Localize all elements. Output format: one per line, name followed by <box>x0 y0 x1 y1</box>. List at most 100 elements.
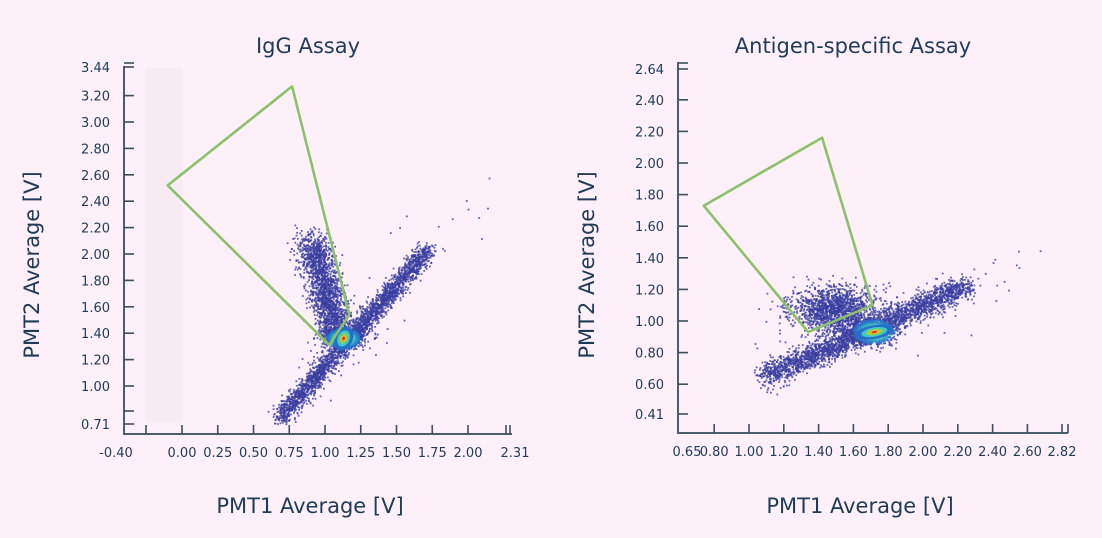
scatter-point <box>328 318 331 321</box>
scatter-point <box>330 320 333 323</box>
scatter-point <box>325 364 328 367</box>
scatter-point <box>388 283 391 285</box>
scatter-point <box>315 299 318 302</box>
scatter-point <box>330 312 333 315</box>
scatter-point <box>332 319 335 321</box>
scatter-point <box>296 412 299 415</box>
scatter-point <box>421 260 424 263</box>
scatter-point <box>362 328 365 331</box>
scatter-point <box>281 416 284 419</box>
scatter-point <box>343 304 346 307</box>
scatter-point <box>318 324 321 327</box>
scatter-point <box>316 303 318 306</box>
scatter-point <box>424 255 426 258</box>
scatter-point <box>279 417 282 419</box>
scatter-point <box>326 358 329 360</box>
scatter-point <box>365 312 368 314</box>
scatter-point <box>308 245 310 248</box>
scatter-point <box>371 313 374 315</box>
scatter-point <box>418 260 421 263</box>
scatter-point <box>293 412 295 414</box>
scatter-point <box>294 421 297 423</box>
scatter-point <box>387 302 390 305</box>
scatter-point <box>379 312 382 314</box>
scatter-point <box>371 328 373 330</box>
scatter-point <box>419 262 421 265</box>
scatter-point <box>338 350 340 353</box>
scatter-point <box>334 367 336 370</box>
scatter-point <box>384 293 387 296</box>
scatter-point <box>283 420 286 423</box>
scatter-point <box>331 314 334 317</box>
scatter-point <box>395 289 397 291</box>
scatter-point <box>287 395 289 398</box>
scatter-point <box>327 328 330 331</box>
scatter-point <box>317 330 320 332</box>
scatter-point <box>331 293 334 296</box>
scatter-point <box>425 244 428 247</box>
scatter-point <box>313 390 316 393</box>
scatter-point <box>313 241 316 244</box>
scatter-point <box>307 361 310 364</box>
scatter-point <box>325 319 328 322</box>
scatter-point <box>307 388 309 391</box>
scatter-point <box>311 298 314 301</box>
scatter-point <box>376 312 379 315</box>
scatter-point <box>278 403 280 406</box>
scatter-point <box>341 276 343 279</box>
scatter-point <box>430 255 433 257</box>
scatter-point <box>390 278 392 281</box>
scatter-point <box>319 321 322 323</box>
scatter-point <box>388 287 390 289</box>
scatter-point <box>417 251 420 254</box>
scatter-point <box>316 376 319 379</box>
scatter-point <box>339 302 341 304</box>
scatter-point <box>390 302 393 305</box>
scatter-point <box>425 247 428 250</box>
scatter-point <box>428 250 430 253</box>
scatter-point <box>324 283 326 286</box>
scatter-point <box>334 363 337 365</box>
scatter-point <box>300 261 303 264</box>
scatter-point <box>342 317 345 320</box>
scatter-point <box>327 263 330 266</box>
scatter-point <box>388 294 390 296</box>
scatter-point <box>324 269 327 271</box>
scatter-point <box>406 269 408 271</box>
scatter-point <box>282 414 285 417</box>
scatter-point <box>323 269 325 272</box>
scatter-point <box>317 275 320 278</box>
scatter-point <box>387 292 389 294</box>
scatter-point <box>382 289 385 292</box>
scatter-point <box>320 366 322 369</box>
scatter-point <box>319 377 322 380</box>
scatter-point <box>334 312 337 315</box>
scatter-point <box>324 296 327 299</box>
scatter-point <box>377 298 379 301</box>
scatter-point <box>362 333 365 336</box>
scatter-point <box>320 305 323 308</box>
scatter-point <box>327 281 329 284</box>
scatter-point <box>330 350 333 353</box>
scatter-point <box>318 298 321 300</box>
scatter-point <box>301 406 304 408</box>
scatter-point <box>293 410 296 412</box>
scatter-point <box>334 323 337 325</box>
scatter-point <box>327 272 330 275</box>
scatter-point <box>313 380 315 382</box>
scatter-point <box>320 232 323 235</box>
scatter-point <box>281 407 284 410</box>
scatter-point <box>313 253 316 256</box>
scatter-point <box>305 264 308 267</box>
scatter-point <box>306 383 308 386</box>
scatter-point <box>402 282 405 284</box>
scatter-point <box>318 266 321 269</box>
scatter-point <box>422 247 425 250</box>
scatter-point <box>313 377 315 379</box>
scatter-point <box>288 400 290 403</box>
scatter-point <box>311 379 313 382</box>
scatter-point <box>406 265 408 268</box>
scatter-point <box>302 252 305 255</box>
scatter-point <box>316 277 319 280</box>
scatter-point <box>363 321 366 323</box>
